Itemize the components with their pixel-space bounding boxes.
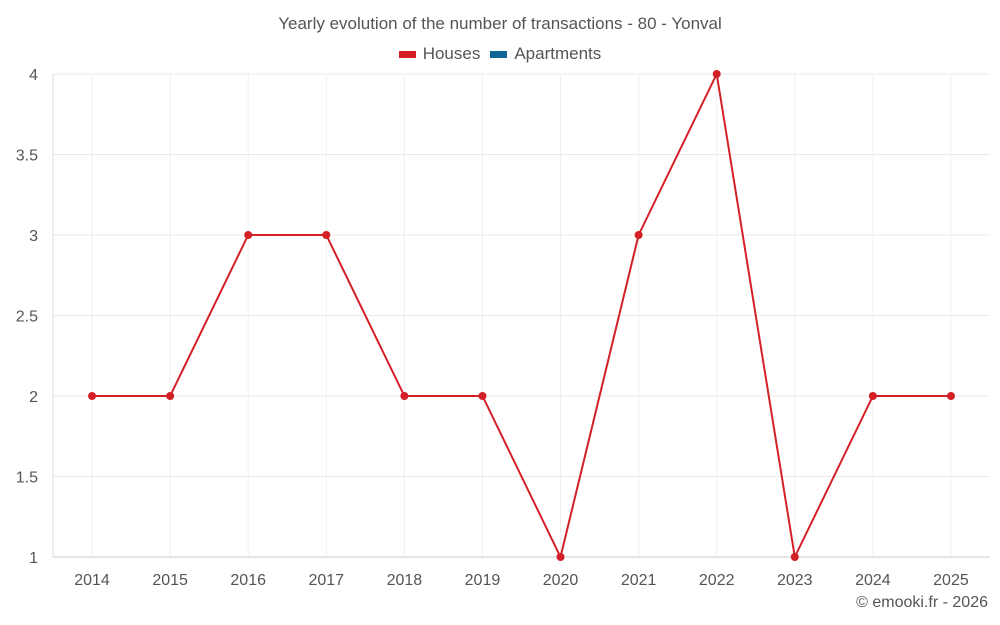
y-tick-label: 1 [29, 550, 38, 567]
data-point [868, 392, 877, 400]
legend-label-apartments: Apartments [514, 44, 602, 63]
x-tick-label: 2019 [465, 572, 501, 589]
y-tick-label: 4 [29, 67, 38, 84]
series-line-houses [92, 73, 951, 558]
data-point [88, 392, 97, 400]
chart-legend: Houses Apartments [0, 44, 1000, 64]
y-tick-label: 2.5 [16, 309, 38, 326]
data-point [244, 231, 253, 239]
legend-item-houses[interactable]: Houses [398, 44, 481, 64]
y-tick-label: 2 [29, 389, 38, 406]
credit-text: © emooki.fr - 2026 [856, 594, 988, 611]
legend-swatch-houses [398, 50, 416, 58]
x-tick-label: 2020 [543, 572, 579, 589]
data-point [790, 553, 799, 561]
legend-item-apartments[interactable]: Apartments [490, 44, 601, 64]
x-tick-label: 2014 [74, 572, 110, 589]
legend-swatch-apartments [490, 50, 508, 58]
legend-label-houses: Houses [422, 44, 481, 63]
y-tick-label: 1.5 [16, 470, 38, 487]
x-tick-label: 2022 [699, 572, 735, 589]
data-point [400, 392, 409, 400]
x-tick-label: 2017 [308, 572, 344, 589]
data-point [556, 553, 565, 561]
x-tick-label: 2016 [230, 572, 266, 589]
data-point [712, 70, 721, 78]
data-point [322, 231, 331, 239]
x-tick-label: 2018 [387, 572, 423, 589]
data-point [478, 392, 487, 400]
x-tick-label: 2025 [933, 572, 969, 589]
y-tick-label: 3.5 [16, 148, 38, 165]
x-tick-label: 2015 [152, 572, 188, 589]
x-tick-label: 2023 [777, 572, 813, 589]
x-tick-label: 2024 [855, 572, 891, 589]
y-tick-label: 3 [29, 228, 38, 245]
data-point [946, 392, 955, 400]
data-point [634, 231, 643, 239]
chart-title: Yearly evolution of the number of transa… [278, 14, 722, 33]
x-tick-label: 2021 [621, 572, 657, 589]
data-point [166, 392, 175, 400]
